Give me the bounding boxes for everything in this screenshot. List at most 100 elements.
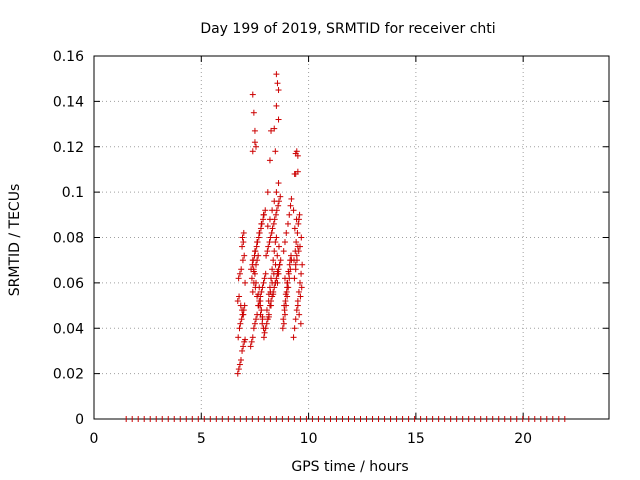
data-point <box>258 307 265 314</box>
data-point <box>263 320 270 327</box>
data-point <box>249 288 256 295</box>
data-point <box>240 229 247 236</box>
data-point <box>273 102 280 109</box>
data-point <box>268 127 275 134</box>
data-point <box>281 302 288 309</box>
data-point <box>236 361 243 368</box>
data-point <box>284 284 291 291</box>
data-point <box>291 225 298 232</box>
data-point <box>242 336 249 343</box>
data-point <box>295 248 302 255</box>
data-point <box>295 216 302 223</box>
plot-frame <box>93 55 610 420</box>
data-point <box>275 116 282 123</box>
data-point <box>293 252 300 259</box>
data-point <box>237 302 244 309</box>
data-point <box>269 207 276 214</box>
data-point <box>291 275 298 282</box>
data-point <box>275 87 282 94</box>
axis-ticks: 0 0.02 0.04 0.06 0.08 0.1 0.12 0.14 0.16 0 5 10 15 20 <box>53 49 609 447</box>
data-point <box>290 334 297 341</box>
data-point <box>263 307 270 314</box>
y-tick-label: 0.08 <box>53 231 84 247</box>
y-tick-label: 0.12 <box>53 140 84 156</box>
data-point <box>291 170 298 177</box>
y-tick-label: 0.1 <box>62 185 84 201</box>
data-point <box>239 234 246 241</box>
data-point <box>273 234 280 241</box>
data-point <box>297 320 304 327</box>
data-point <box>282 298 289 305</box>
data-point <box>248 338 255 345</box>
data-point <box>251 127 258 134</box>
data-point <box>240 239 247 246</box>
data-point <box>256 229 263 236</box>
data-point <box>239 243 246 250</box>
x-tick-label: 20 <box>514 431 532 447</box>
data-point <box>293 239 300 246</box>
data-point <box>265 313 272 320</box>
data-point <box>292 316 299 323</box>
data-point <box>265 243 272 250</box>
data-point <box>251 320 258 327</box>
data-point <box>290 207 297 214</box>
data-point <box>294 229 301 236</box>
data-point <box>298 234 305 241</box>
data-point <box>253 261 260 268</box>
data-point <box>250 268 257 275</box>
data-point <box>271 125 278 132</box>
data-point <box>234 298 241 305</box>
data-point <box>234 370 241 377</box>
data-point <box>249 91 256 98</box>
data-point <box>239 307 246 314</box>
data-point <box>287 202 294 209</box>
data-point <box>261 275 268 282</box>
data-point <box>251 248 258 255</box>
data-point <box>298 270 305 277</box>
chart-title: Day 199 of 2019, SRMTID for receiver cht… <box>200 21 495 37</box>
data-point <box>295 220 302 227</box>
data-point <box>293 148 300 155</box>
data-point <box>267 234 274 241</box>
data-point <box>270 291 277 298</box>
data-point <box>238 316 245 323</box>
data-point <box>273 189 280 196</box>
data-point <box>236 293 243 300</box>
data-point <box>235 366 242 373</box>
data-point <box>270 270 277 277</box>
data-point <box>260 211 267 218</box>
grid <box>94 56 609 419</box>
data-point <box>255 252 262 259</box>
data-point <box>263 252 270 259</box>
data-point <box>235 275 242 282</box>
data-point <box>262 325 269 332</box>
y-tick-label: 0.16 <box>53 49 84 65</box>
data-point <box>235 334 242 341</box>
data-point <box>264 223 271 230</box>
data-point <box>257 302 264 309</box>
data-point <box>266 216 273 223</box>
data-point <box>280 320 287 327</box>
data-point <box>240 311 247 318</box>
data-point <box>281 239 288 246</box>
data-point <box>293 307 300 314</box>
data-point <box>253 279 260 286</box>
data-point <box>296 211 303 218</box>
data-point <box>237 320 244 327</box>
data-point <box>280 316 287 323</box>
data-point <box>249 334 256 341</box>
y-tick-label: 0.14 <box>53 94 84 110</box>
data-point <box>284 220 291 227</box>
data-point <box>277 257 284 264</box>
data-point <box>277 193 284 200</box>
data-point <box>253 143 260 150</box>
data-point <box>298 284 305 291</box>
data-point <box>262 207 269 214</box>
data-point <box>287 252 294 259</box>
data-points <box>234 71 306 377</box>
data-point <box>292 261 299 268</box>
data-point <box>260 334 267 341</box>
data-point <box>249 257 256 264</box>
